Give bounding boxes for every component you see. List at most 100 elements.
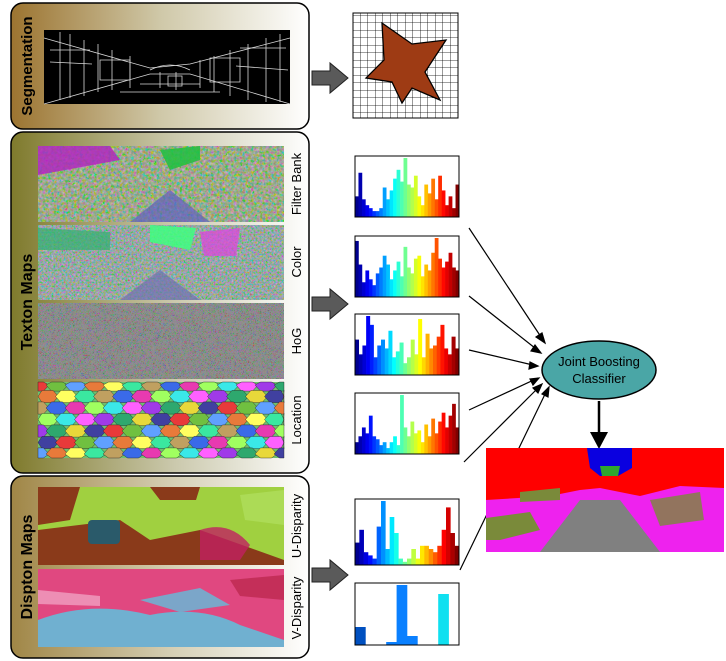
segmentation-edge-image — [43, 30, 291, 105]
dispton-label: Dispton Maps — [19, 514, 36, 619]
histogram-bar — [413, 433, 418, 454]
color-label: Color — [289, 246, 304, 278]
histogram-bar — [372, 211, 377, 217]
histogram-bar — [452, 267, 456, 297]
histogram-bar — [431, 418, 436, 454]
histogram-frame — [354, 235, 460, 298]
joint-boosting-classifier: Joint Boosting Classifier — [541, 340, 657, 400]
histogram-bar — [389, 517, 395, 565]
histogram-bar — [375, 439, 380, 454]
histogram-frame — [354, 313, 460, 376]
histogram-bar — [361, 199, 366, 217]
histogram-bar — [382, 255, 387, 297]
histogram-bar — [438, 421, 442, 454]
arrow-segmentation — [311, 61, 349, 95]
histogram-bar — [400, 181, 404, 217]
superpixel-grid — [352, 12, 459, 119]
histogram-bar — [431, 178, 436, 217]
histogram-bar — [393, 436, 397, 454]
histogram-bar — [413, 175, 418, 217]
histogram-bar — [396, 585, 408, 645]
histogram-bar — [375, 211, 380, 217]
dispton-panel: Dispton Maps U-Disparity V-Disparity — [10, 475, 310, 659]
superpixel-shape — [364, 21, 448, 105]
classifier-line1: Joint Boosting — [558, 354, 640, 369]
histogram-bar — [446, 507, 451, 565]
histogram-bar — [451, 336, 456, 375]
histogram-bar — [379, 208, 384, 217]
histogram-bar — [403, 246, 408, 297]
histogram-bar — [438, 175, 442, 217]
location-label: Location — [289, 395, 304, 444]
histogram-bar — [358, 172, 363, 217]
histogram-bar — [447, 354, 452, 375]
texton-label: Texton Maps — [19, 254, 36, 351]
histogram-bar — [454, 545, 460, 565]
result-label-image — [486, 448, 724, 552]
output-arrow — [590, 401, 608, 449]
location-cell — [283, 413, 285, 426]
histogram-bar — [355, 339, 360, 375]
histogram-bar — [407, 558, 412, 565]
histogram-bar — [417, 196, 422, 217]
histogram-bar — [385, 549, 390, 565]
location-map: Location — [37, 381, 304, 459]
histogram-bar — [427, 193, 432, 217]
histogram-bar — [410, 339, 415, 375]
histogram-bar — [389, 190, 394, 217]
histogram-bar — [431, 252, 436, 297]
histogram-bar — [362, 345, 367, 375]
histogram-bar — [372, 558, 377, 565]
histogram-bar — [452, 403, 456, 454]
location-cell — [197, 447, 221, 459]
location-cell — [283, 390, 285, 403]
histogram-bar — [394, 533, 399, 565]
histogram-location — [354, 392, 460, 455]
histogram-bar — [407, 357, 412, 375]
histogram-bar — [368, 279, 373, 297]
histogram-bar — [445, 261, 449, 297]
histogram-bar — [376, 526, 382, 565]
histogram-bar — [410, 187, 415, 217]
histogram-filter-bank — [354, 155, 460, 218]
histogram-bar — [424, 264, 429, 297]
histogram-bar — [434, 238, 439, 297]
histogram-bar — [417, 430, 422, 454]
histogram-bar — [455, 427, 460, 454]
histogram-bar — [410, 421, 415, 454]
histogram-bar — [455, 270, 460, 297]
histogram-bar — [424, 424, 429, 454]
histogram-bar — [441, 529, 447, 565]
histogram-bar — [441, 190, 446, 217]
histogram-bar — [363, 552, 369, 565]
histogram-bar — [365, 433, 370, 454]
histogram-bar — [393, 178, 397, 217]
histogram-bar — [455, 348, 460, 375]
histogram-bar — [448, 252, 453, 297]
histogram-bar — [386, 199, 390, 217]
histogram-bar — [355, 196, 359, 217]
histogram-bar — [425, 333, 430, 375]
u-disparity-map: U-Disparity — [38, 487, 304, 565]
histogram-bar — [381, 339, 386, 375]
histogram-bar — [427, 270, 432, 297]
histogram-bar — [421, 357, 426, 375]
histogram-bar — [386, 642, 397, 645]
histogram-bar — [445, 427, 449, 454]
histogram-bar — [358, 264, 363, 297]
segmentation-label: Segmentation — [19, 16, 36, 115]
histogram-bar — [440, 324, 445, 375]
histogram-bar — [396, 445, 401, 454]
histogram-bar — [445, 205, 449, 217]
histogram-bar — [438, 594, 449, 645]
v-disparity-map: V-Disparity — [38, 569, 304, 647]
histogram-bar — [418, 318, 423, 375]
histogram-bar — [361, 427, 366, 454]
histogram-bar — [375, 273, 380, 297]
histogram-bar — [382, 442, 387, 454]
histogram-v-disparity — [354, 582, 460, 646]
histogram-bar — [433, 345, 438, 375]
histogram-bar — [424, 545, 429, 565]
histogram-bar — [448, 415, 453, 454]
